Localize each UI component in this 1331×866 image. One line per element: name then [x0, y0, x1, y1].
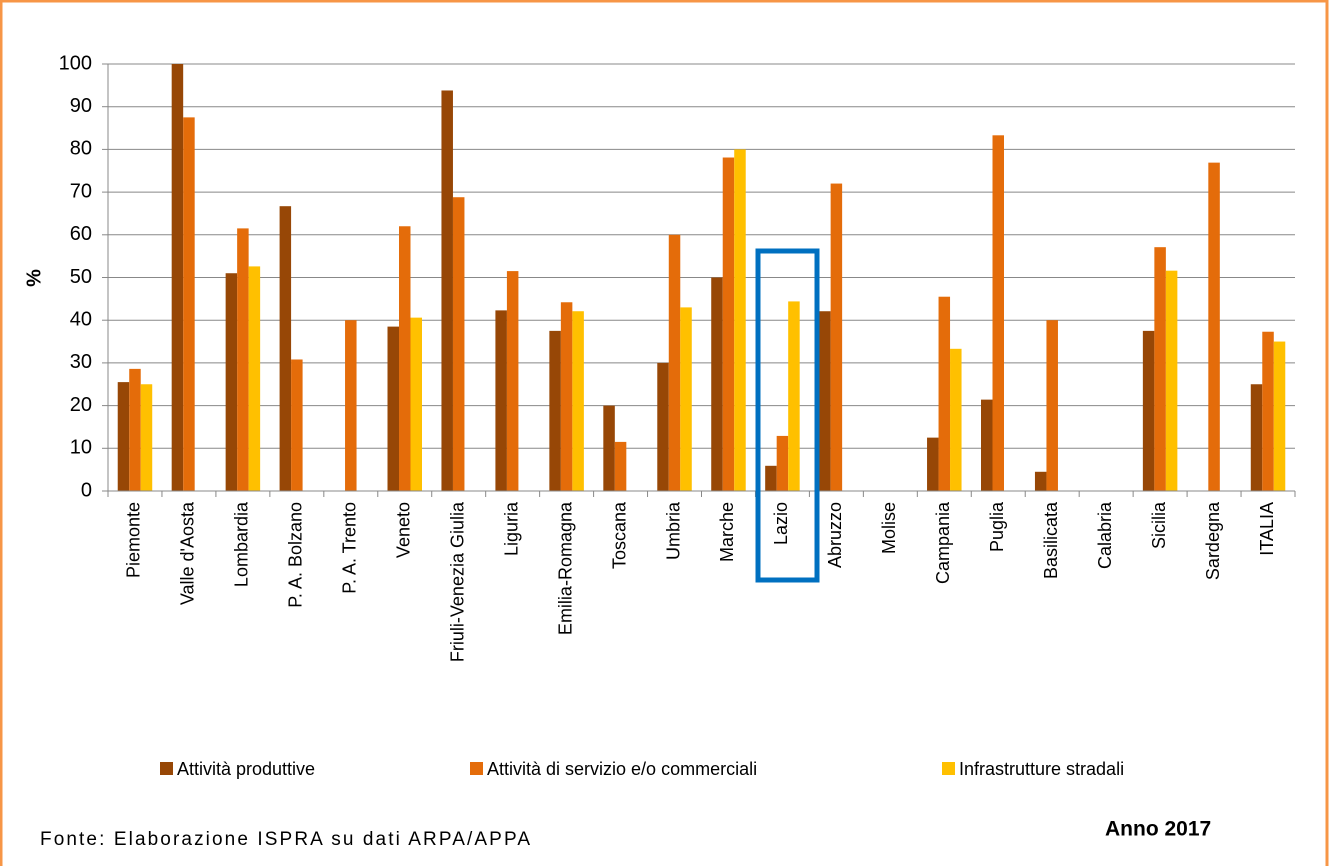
bar	[1165, 270, 1178, 491]
x-tick-label: Umbria	[663, 501, 683, 560]
highlight-box	[755, 248, 820, 583]
legend-swatch	[942, 762, 955, 775]
y-tick-label: 70	[70, 180, 92, 202]
x-tick-label: Toscana	[609, 501, 629, 569]
bar	[549, 330, 561, 491]
bar	[495, 310, 507, 491]
bar	[1262, 331, 1274, 491]
x-tick-label: P. A. Bolzano	[286, 502, 306, 608]
y-tick-label: 30	[70, 351, 92, 373]
x-tick-label: Lombardia	[232, 501, 252, 587]
x-tick-label: Emilia-Romagna	[555, 501, 575, 635]
y-tick-label: 60	[70, 223, 92, 245]
bar	[938, 296, 951, 491]
bar	[129, 368, 141, 491]
x-tick-label: Basilicata	[1041, 501, 1061, 579]
legend-swatch	[470, 762, 483, 775]
x-tick-label: Sicilia	[1149, 501, 1169, 549]
annotation: Anno 2017	[1105, 818, 1211, 841]
bar	[248, 266, 261, 491]
y-tick-label: 40	[70, 308, 92, 330]
x-tick-label: Calabria	[1095, 501, 1115, 569]
bar	[399, 226, 411, 491]
bar	[734, 149, 746, 491]
bar	[680, 307, 692, 491]
bar	[830, 183, 843, 491]
legend-label: Attività produttive	[177, 759, 315, 779]
y-axis-label: %	[23, 269, 45, 287]
bar	[1154, 247, 1166, 491]
bar	[614, 441, 627, 491]
y-tick-label: 10	[70, 437, 92, 459]
bar	[387, 326, 399, 491]
bar	[927, 437, 939, 491]
x-tick-label: Campania	[933, 501, 953, 584]
bar	[572, 311, 584, 491]
y-tick-label: 0	[81, 479, 92, 501]
x-tick-label: P. A. Trento	[340, 502, 360, 594]
bar	[183, 117, 195, 491]
bar	[819, 311, 831, 491]
bar	[279, 206, 292, 492]
x-tick-label: Marche	[717, 502, 737, 562]
bar	[291, 359, 303, 491]
y-tick-label: 50	[70, 266, 92, 288]
y-tick-label: 80	[70, 138, 92, 160]
bar	[668, 234, 681, 492]
bar	[981, 399, 993, 491]
bar	[506, 271, 519, 491]
bar	[776, 435, 789, 491]
bar	[603, 405, 615, 491]
x-tick-label: Piemonte	[124, 502, 144, 578]
x-tick-label: Valle d'Aosta	[178, 501, 198, 605]
bar	[441, 90, 453, 491]
legend-label: Infrastrutture stradali	[959, 759, 1124, 779]
bar	[1046, 320, 1058, 491]
bar	[657, 362, 669, 491]
x-tick-label: Lazio	[771, 502, 791, 545]
bar	[765, 465, 777, 491]
bar	[1208, 162, 1220, 491]
bar	[452, 197, 465, 491]
x-tick-label: Sardegna	[1203, 501, 1223, 580]
x-tick-label: Veneto	[394, 502, 414, 558]
x-tick-label: Liguria	[501, 501, 521, 556]
bar	[237, 228, 249, 491]
bar	[950, 348, 962, 491]
y-tick-label: 20	[70, 394, 92, 416]
x-tick-label: ITALIA	[1257, 502, 1277, 556]
legend-swatch	[160, 762, 173, 775]
bar	[345, 320, 357, 491]
bar	[1034, 471, 1047, 491]
bar	[788, 301, 800, 491]
x-tick-label: Abruzzo	[825, 502, 845, 568]
x-tick-label: Molise	[879, 502, 899, 554]
bar	[560, 302, 573, 491]
y-tick-label: 90	[70, 95, 92, 117]
x-tick-label: Puglia	[987, 501, 1007, 552]
bar	[1142, 330, 1155, 491]
bar	[711, 277, 723, 491]
legend-label: Attività di servizio e/o commerciali	[487, 759, 757, 779]
bar	[1273, 341, 1286, 491]
bar	[140, 384, 153, 491]
bar	[410, 317, 422, 491]
x-tick-label: Friuli-Venezia Giulia	[447, 501, 467, 662]
bar	[117, 382, 130, 491]
bar	[722, 157, 735, 491]
bar	[992, 135, 1004, 491]
bar	[225, 273, 238, 491]
bar	[1250, 384, 1263, 491]
source: Fonte: Elaborazione ISPRA su dati ARPA/A…	[40, 829, 530, 850]
bar	[171, 64, 184, 491]
y-tick-label: 100	[59, 52, 92, 74]
